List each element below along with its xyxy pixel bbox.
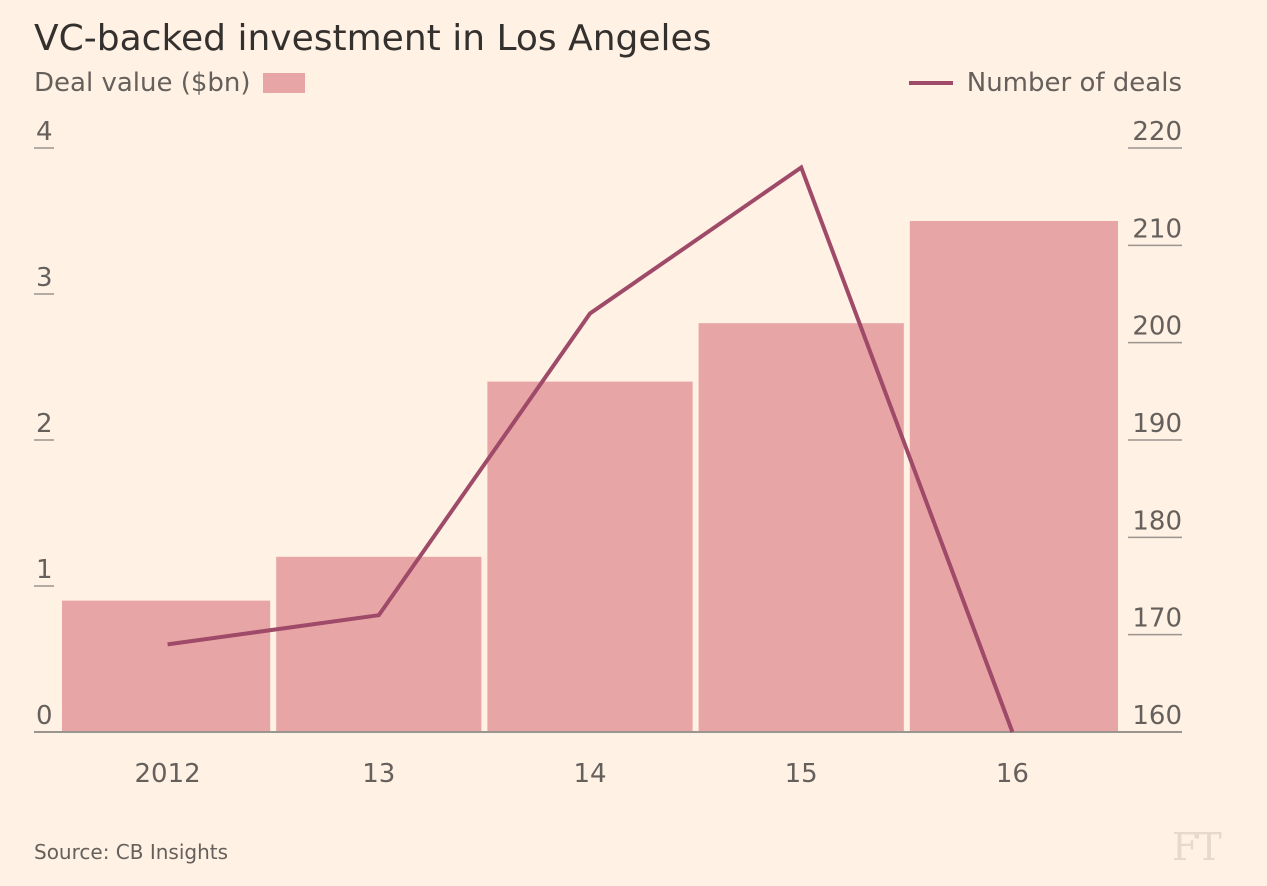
bar-1 [276,556,482,732]
y-left-tick-label: 2 [36,409,53,439]
legend-line-swatch [908,81,953,85]
chart-title: VC-backed investment in Los Angeles [34,18,712,59]
x-tick-label: 13 [362,759,395,789]
y-right-tick-label: 200 [1132,312,1182,342]
legend-line: Number of deals [908,68,1182,98]
bar-0 [62,600,271,732]
deals-line [167,164,1015,733]
legend-bar: Deal value ($bn) [34,68,305,98]
x-tick-label: 14 [573,759,606,789]
x-tick-label: 15 [785,759,818,789]
x-tick-label: 16 [996,759,1029,789]
bar-3 [698,323,904,732]
y-right-tick-label: 210 [1132,214,1182,244]
y-left-tick-label: 3 [36,263,53,293]
x-tick-label: 2012 [135,759,201,789]
legend-bar-swatch [262,73,305,93]
y-right-tick-label: 170 [1132,604,1182,634]
bar-4 [909,221,1118,732]
legend-bar-label: Deal value ($bn) [34,68,251,98]
y-right-tick-label: 190 [1132,409,1182,439]
y-right-tick-label: 160 [1132,701,1182,731]
legend-line-label: Number of deals [966,68,1182,98]
y-left-tick-label: 0 [36,701,53,731]
y-left-tick-label: 4 [36,117,53,147]
y-left-tick-label: 1 [36,555,53,585]
ft-logo: FT [1172,825,1222,869]
y-right-tick-label: 220 [1132,117,1182,147]
bar-2 [487,381,693,732]
y-right-tick-label: 180 [1132,506,1182,536]
source-note: Source: CB Insights [34,840,229,864]
